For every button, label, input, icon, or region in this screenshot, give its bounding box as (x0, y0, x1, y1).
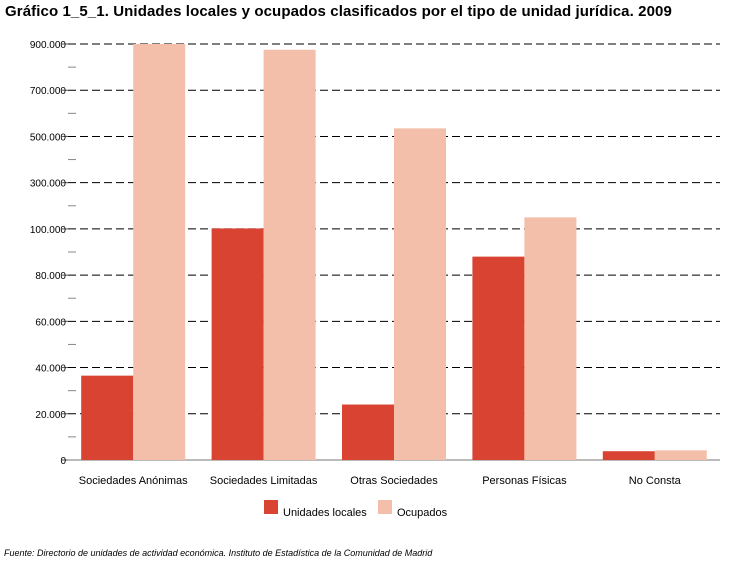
y-tick-label: 80.000 (35, 271, 66, 282)
bar-ocupados (263, 49, 316, 461)
y-tick-label: 300.000 (30, 179, 67, 190)
category-label: Personas Físicas (482, 475, 567, 487)
bar-unidades-locales (602, 451, 655, 460)
y-tick-label: 900.000 (30, 40, 67, 51)
y-axis-minor-ticks (68, 66, 76, 438)
bar-unidades-locales (472, 256, 525, 460)
bar-ocupados (524, 217, 577, 460)
category-label: No Consta (629, 475, 682, 487)
legend-swatch (264, 500, 278, 514)
category-label: Otras Sociedades (350, 475, 438, 487)
bar-unidades-locales (81, 375, 134, 460)
legend-label: Ocupados (397, 507, 448, 519)
y-tick-labels: 0 20.000 40.000 60.000 80.000 100.000 300.000 5… (30, 40, 67, 467)
bar-unidades-locales (211, 228, 264, 460)
category-labels: Sociedades Anónimas Sociedades Limitadas O… (79, 475, 682, 487)
bar-ocupados (133, 44, 186, 460)
category-label: Sociedades Limitadas (210, 475, 318, 487)
legend-swatch (378, 500, 392, 514)
category-label: Sociedades Anónimas (79, 475, 188, 487)
source-note: Fuente: Directorio de unidades de activi… (4, 548, 433, 558)
y-tick-label: 40.000 (35, 364, 66, 375)
bars (81, 44, 707, 461)
y-tick-label: 20.000 (35, 410, 66, 421)
y-tick-label: 0 (60, 456, 66, 467)
bar-chart: 0 20.000 40.000 60.000 80.000 100.000 300.000 5… (30, 40, 720, 519)
legend-label: Unidades locales (283, 507, 367, 519)
y-tick-label: 700.000 (30, 86, 67, 97)
y-tick-label: 100.000 (30, 225, 67, 236)
y-tick-label: 60.000 (35, 317, 66, 328)
y-tick-label: 500.000 (30, 132, 67, 143)
bar-unidades-locales (342, 404, 394, 460)
bar-ocupados (394, 128, 446, 460)
legend: Unidades locales Ocupados (264, 500, 448, 519)
chart-title: Gráfico 1_5_1. Unidades locales y ocupad… (5, 3, 672, 20)
bar-ocupados (654, 450, 707, 460)
